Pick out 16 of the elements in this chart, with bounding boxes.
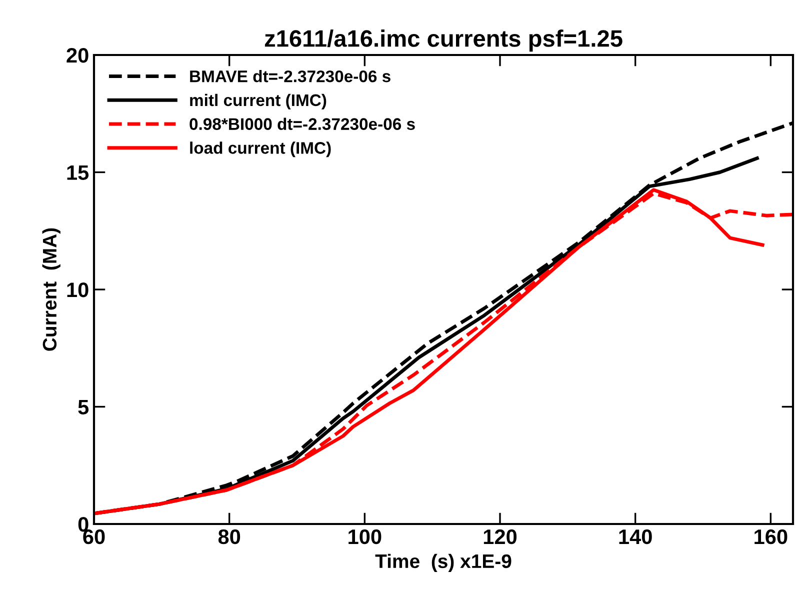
x-tick-label: 160 <box>754 529 788 544</box>
x-axis-title: Time (s) x1E-9 <box>375 554 512 572</box>
x-tick-label: 120 <box>484 529 517 544</box>
legend-label: 0.98*BI000 dt=-2.37230e-06 s <box>190 118 415 130</box>
x-tick-label: 140 <box>619 529 652 544</box>
y-tick-label: 15 <box>67 165 89 180</box>
y-tick-label: 5 <box>78 400 89 415</box>
legend-label: BMAVE dt=-2.37230e-06 s <box>190 70 390 82</box>
y-tick-label: 20 <box>66 48 88 63</box>
x-tick-label: 100 <box>348 529 382 544</box>
legend-label: load current (IMC) <box>190 142 331 158</box>
legend-label: mitl current (IMC) <box>190 94 326 110</box>
chart-title: z1611/a16.imc currents psf=1.25 <box>264 30 622 52</box>
x-tick-label: 80 <box>218 529 240 544</box>
y-axis-title: Current (MA) <box>42 228 60 351</box>
y-tick-label: 10 <box>67 282 88 298</box>
